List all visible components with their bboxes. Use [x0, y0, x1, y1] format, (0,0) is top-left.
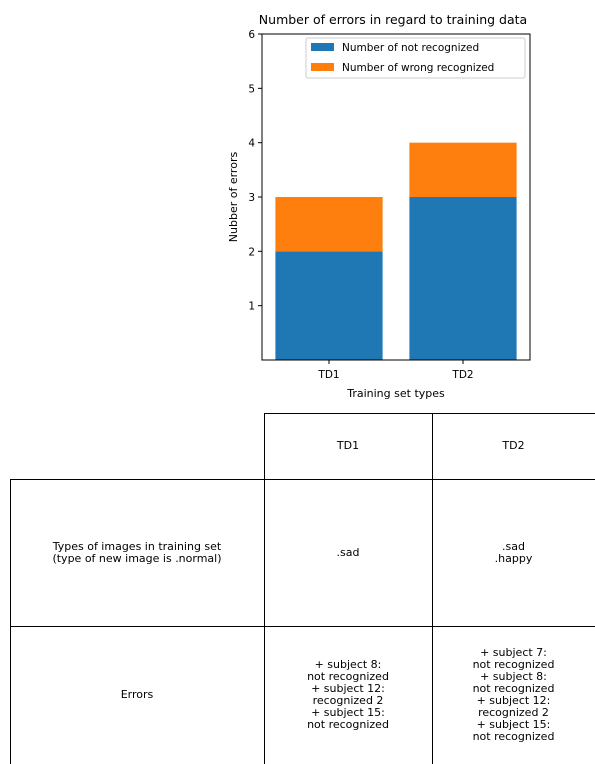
table-cell-td1-errors: + subject 8: not recognized + subject 12…: [307, 658, 389, 731]
table-header-td1: TD1: [336, 439, 360, 452]
y-tick-label: 1: [248, 301, 255, 313]
y-axis-label: Nubber of errors: [227, 152, 240, 243]
bar-td2-series-0: [409, 197, 517, 360]
table-row-label-errors: Errors: [120, 688, 154, 701]
table-border: [10, 479, 11, 764]
y-tick-label: 6: [248, 29, 255, 41]
y-tick-label: 2: [248, 246, 255, 258]
x-tick-label: TD1: [317, 369, 339, 381]
y-tick-label: 4: [248, 138, 255, 150]
legend-label-not-recognized: Number of not recognized: [342, 42, 479, 54]
table-border: [264, 413, 595, 414]
legend-box: [305, 37, 526, 79]
bar-td1-series-1: [275, 197, 383, 252]
x-axis-label: Training set types: [346, 387, 445, 400]
table-cell-td1-image-types: .sad: [336, 545, 360, 559]
table-border: [10, 626, 595, 627]
bar-td2-series-1: [409, 142, 517, 197]
legend-swatch-not-recognized: [311, 43, 334, 51]
table-border: [10, 479, 595, 480]
table-row-label-image-types: Types of images in training set (type of…: [52, 539, 222, 565]
legend-label-wrong-recognized: Number of wrong recognized: [342, 62, 494, 74]
y-tick-label: 5: [248, 83, 255, 95]
chart-title: Number of errors in regard to training d…: [259, 12, 527, 27]
table-border: [264, 413, 265, 764]
y-tick-label: 3: [248, 192, 255, 204]
stacked-bar-chart: Number of errors in regard to training d…: [227, 12, 531, 400]
table-cell-td2-errors: + subject 7: not recognized + subject 8:…: [472, 646, 555, 743]
legend-swatch-wrong-recognized: [311, 63, 334, 71]
table-header-td2: TD2: [502, 439, 525, 452]
legend: Number of not recognized Number of wrong…: [305, 37, 526, 79]
table-cell-td2-image-types: .sad .happy: [494, 539, 533, 565]
bar-td1-series-0: [275, 251, 383, 360]
x-tick-label: TD2: [451, 369, 473, 381]
table-border: [432, 413, 433, 764]
